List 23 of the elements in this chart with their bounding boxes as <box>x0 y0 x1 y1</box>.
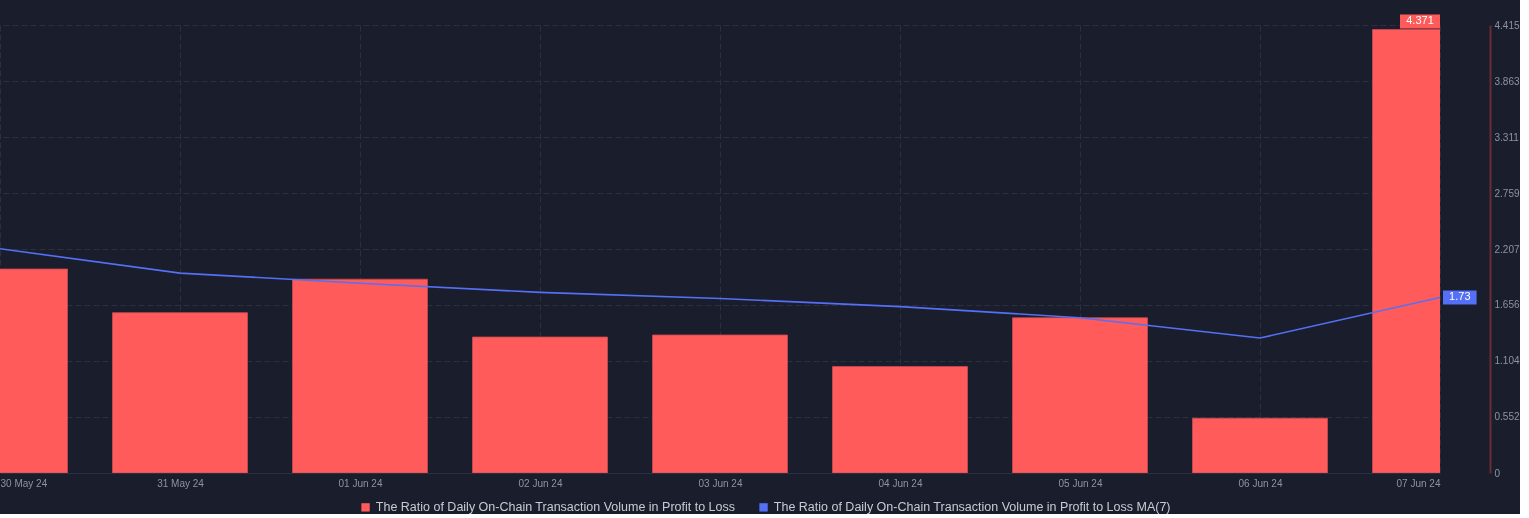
x-tick-label: 31 May 24 <box>157 477 205 489</box>
x-tick-label: 04 Jun 24 <box>878 477 923 489</box>
legend-label: The Ratio of Daily On-Chain Transaction Volume in Profit to Loss MA(7) <box>773 500 1171 515</box>
y-tick-label: 2.759 <box>1494 187 1520 199</box>
y-tick-label: 3.863 <box>1494 75 1520 87</box>
data-label: 4.371 <box>1406 14 1434 27</box>
x-tick-label: 01 Jun 24 <box>338 477 383 489</box>
legend-label: The Ratio of Daily On-Chain Transaction Volume in Profit to Loss <box>375 500 735 515</box>
data-label: 1.73 <box>1449 290 1471 303</box>
y-tick-label: 2.207 <box>1494 243 1520 255</box>
y-tick-label: 0 <box>1494 467 1501 479</box>
line-series <box>0 247 1440 339</box>
x-tick-label: 03 Jun 24 <box>698 477 743 489</box>
x-tick-label: 07 Jun 24 <box>1396 477 1441 489</box>
y-tick-label: 1.656 <box>1494 299 1520 311</box>
x-tick-label: 02 Jun 24 <box>518 477 563 489</box>
y-tick-label: 3.311 <box>1494 131 1520 143</box>
x-tick-label: 06 Jun 24 <box>1238 477 1283 489</box>
x-tick-label: 30 May 24 <box>0 477 48 489</box>
y-tick-label: 0.552 <box>1494 411 1520 423</box>
y-tick-label: 4.415 <box>1494 19 1520 31</box>
y-tick-label: 1.104 <box>1494 355 1520 367</box>
x-tick-label: 05 Jun 24 <box>1058 477 1103 489</box>
